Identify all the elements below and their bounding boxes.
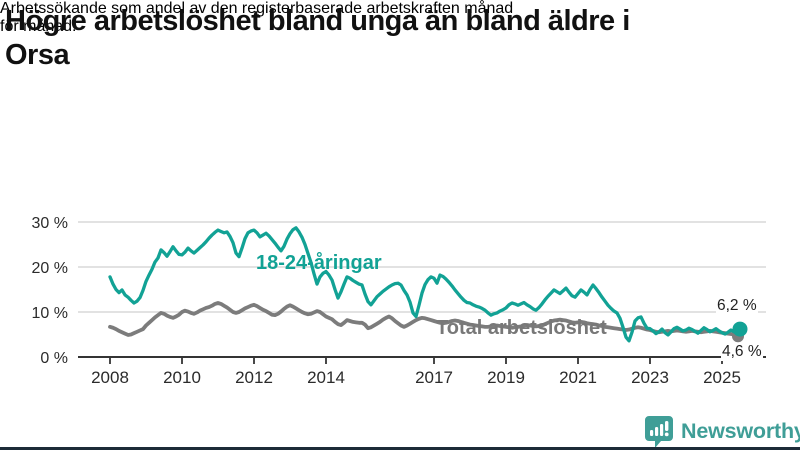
title-line-1: Högre arbetslöshet bland unga än bland ä… [5, 5, 630, 37]
x-axis-label: 2021 [559, 368, 597, 387]
y-axis-label: 10 % [32, 305, 68, 322]
series-label-total: Total arbetslöshet [436, 317, 607, 339]
x-axis-label: 2019 [487, 368, 525, 387]
subtitle-line-1: Arbetssökande som andel av den registerb… [0, 0, 514, 17]
newsworthy-wordmark: Newsworthy [681, 419, 800, 443]
y-axis-label: 20 % [32, 260, 68, 277]
x-axis-label: 2010 [163, 368, 201, 387]
y-axis-label: 30 % [32, 215, 68, 232]
subtitle-line-2: för månad. [0, 18, 77, 35]
page-title: Högre arbetslöshet bland unga än bland ä… [5, 4, 797, 72]
y-axis-label: 0 % [40, 350, 68, 367]
end-value-label-total: 4,6 % [721, 343, 763, 361]
series-line-total [108, 301, 742, 339]
newsworthy-logo: Newsworthy [644, 415, 800, 448]
end-value-label-youth: 6,2 % [716, 297, 758, 315]
series-label-youth: 18-24-åringar [256, 252, 382, 274]
bottom-accent-bar [0, 447, 800, 450]
x-axis-label: 2008 [91, 368, 129, 387]
x-axis-label: 2025 [703, 368, 741, 387]
title-line-2: Orsa [5, 39, 70, 72]
x-axis-label: 2014 [307, 368, 345, 387]
end-dot-youth [732, 321, 748, 337]
line-chart: 0 % 10 % 20 % 30 % 2008 2010 2012 2014 2017 2019 2… [32, 215, 766, 387]
bar-chart-speech-bubble-icon [645, 416, 673, 448]
x-axis-label: 2023 [631, 368, 669, 387]
series-line-youth [108, 226, 742, 343]
x-axis-label: 2012 [235, 368, 273, 387]
x-axis-label: 2017 [415, 368, 453, 387]
